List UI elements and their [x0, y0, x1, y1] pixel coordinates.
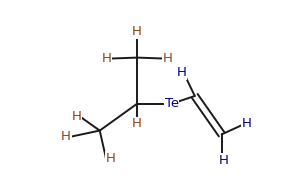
Text: H: H [177, 66, 186, 79]
Text: H: H [242, 117, 251, 130]
Text: H: H [72, 110, 82, 123]
Text: H: H [163, 52, 173, 65]
Text: H: H [219, 154, 228, 167]
Text: H: H [105, 152, 115, 165]
Text: H: H [102, 52, 111, 65]
Text: H: H [132, 117, 142, 130]
Text: Te: Te [165, 97, 179, 110]
Text: H: H [61, 130, 71, 143]
Text: H: H [132, 25, 142, 38]
